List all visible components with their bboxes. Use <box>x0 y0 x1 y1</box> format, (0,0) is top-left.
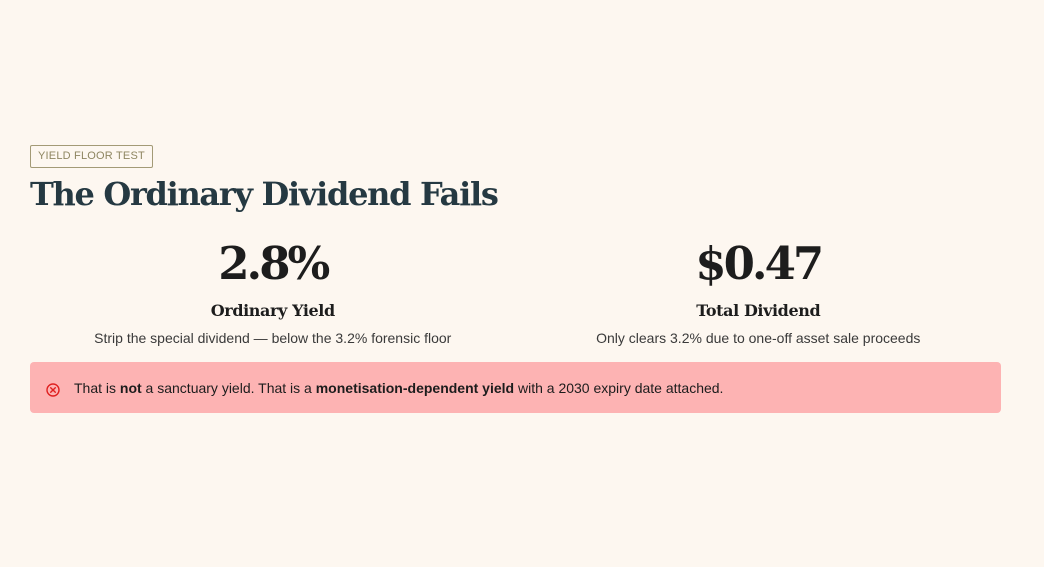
alert-message: That is not a sanctuary yield. That is a… <box>74 380 723 396</box>
alert-emphasis: monetisation-dependent yield <box>315 379 515 396</box>
alert-emphasis: not <box>119 379 142 396</box>
stat-label: Ordinary Yield <box>210 301 335 320</box>
stat-description: Only clears 3.2% due to one-off asset sa… <box>596 330 921 346</box>
section-title: The Ordinary Dividend Fails <box>30 175 499 213</box>
alert-text-part: with a 2030 expiry date attached. <box>514 379 724 396</box>
stat-value: 2.8% <box>218 237 330 290</box>
alert-text-part: That is <box>74 379 120 396</box>
stat-description: Strip the special dividend — below the 3… <box>94 330 452 346</box>
stat-label: Total Dividend <box>696 301 821 320</box>
yield-floor-section: YIELD FLOOR TEST The Ordinary Dividend F… <box>30 145 1001 413</box>
section-tag: YIELD FLOOR TEST <box>30 145 153 168</box>
stat-value: $0.47 <box>695 237 824 290</box>
alert-text-part: a sanctuary yield. That is a <box>141 379 316 396</box>
stat-ordinary-yield: 2.8% Ordinary Yield Strip the special di… <box>30 238 516 347</box>
error-circle-icon <box>46 382 60 397</box>
warning-alert: That is not a sanctuary yield. That is a… <box>30 362 1001 413</box>
stat-total-dividend: $0.47 Total Dividend Only clears 3.2% du… <box>516 238 1002 347</box>
stats-row: 2.8% Ordinary Yield Strip the special di… <box>30 238 1001 347</box>
